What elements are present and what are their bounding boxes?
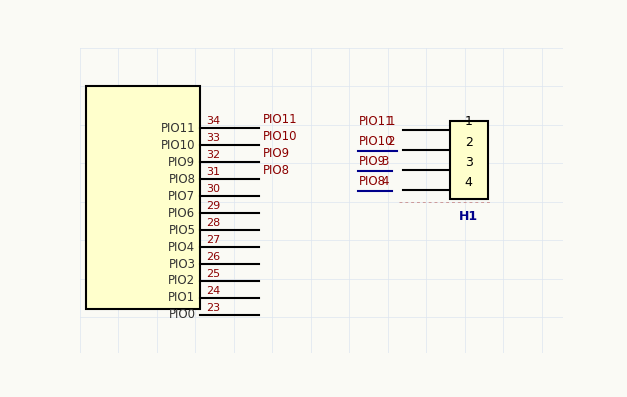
Text: 2: 2 xyxy=(387,135,394,148)
Text: PIO4: PIO4 xyxy=(168,241,196,254)
Text: 27: 27 xyxy=(206,235,221,245)
Text: 2: 2 xyxy=(465,135,473,148)
Text: 3: 3 xyxy=(382,155,389,168)
Text: PIO11: PIO11 xyxy=(263,113,298,126)
Text: H1: H1 xyxy=(459,210,478,223)
Text: PIO9: PIO9 xyxy=(263,147,290,160)
Text: 25: 25 xyxy=(206,269,220,279)
Text: PIO5: PIO5 xyxy=(169,224,196,237)
Text: 28: 28 xyxy=(206,218,221,228)
Text: PIO1: PIO1 xyxy=(168,291,196,304)
Text: 1: 1 xyxy=(465,116,473,129)
Text: 3: 3 xyxy=(465,156,473,169)
Bar xyxy=(450,121,488,199)
Text: PIO10: PIO10 xyxy=(359,135,393,148)
Text: PIO11: PIO11 xyxy=(161,122,196,135)
Text: 33: 33 xyxy=(206,133,220,143)
Text: 31: 31 xyxy=(206,167,220,177)
Text: 1: 1 xyxy=(387,115,394,128)
Text: PIO9: PIO9 xyxy=(168,156,196,169)
Text: PIO6: PIO6 xyxy=(168,207,196,220)
Text: 34: 34 xyxy=(206,116,220,126)
Text: PIO8: PIO8 xyxy=(359,175,386,188)
Text: PIO0: PIO0 xyxy=(169,308,196,321)
Text: 23: 23 xyxy=(206,303,220,312)
Text: PIO11: PIO11 xyxy=(359,115,393,128)
Text: PIO10: PIO10 xyxy=(263,130,298,143)
Text: 24: 24 xyxy=(206,285,221,296)
Text: 32: 32 xyxy=(206,150,220,160)
Bar xyxy=(86,86,200,309)
Text: 26: 26 xyxy=(206,252,220,262)
Text: PIO8: PIO8 xyxy=(169,173,196,186)
Text: 4: 4 xyxy=(465,175,473,189)
Text: 29: 29 xyxy=(206,201,221,211)
Text: 30: 30 xyxy=(206,184,220,194)
Text: PIO9: PIO9 xyxy=(359,155,386,168)
Text: PIO7: PIO7 xyxy=(168,190,196,203)
Text: 4: 4 xyxy=(382,175,389,188)
Text: PIO2: PIO2 xyxy=(168,274,196,287)
Text: PIO8: PIO8 xyxy=(263,164,290,177)
Text: PIO10: PIO10 xyxy=(161,139,196,152)
Text: PIO3: PIO3 xyxy=(169,258,196,270)
